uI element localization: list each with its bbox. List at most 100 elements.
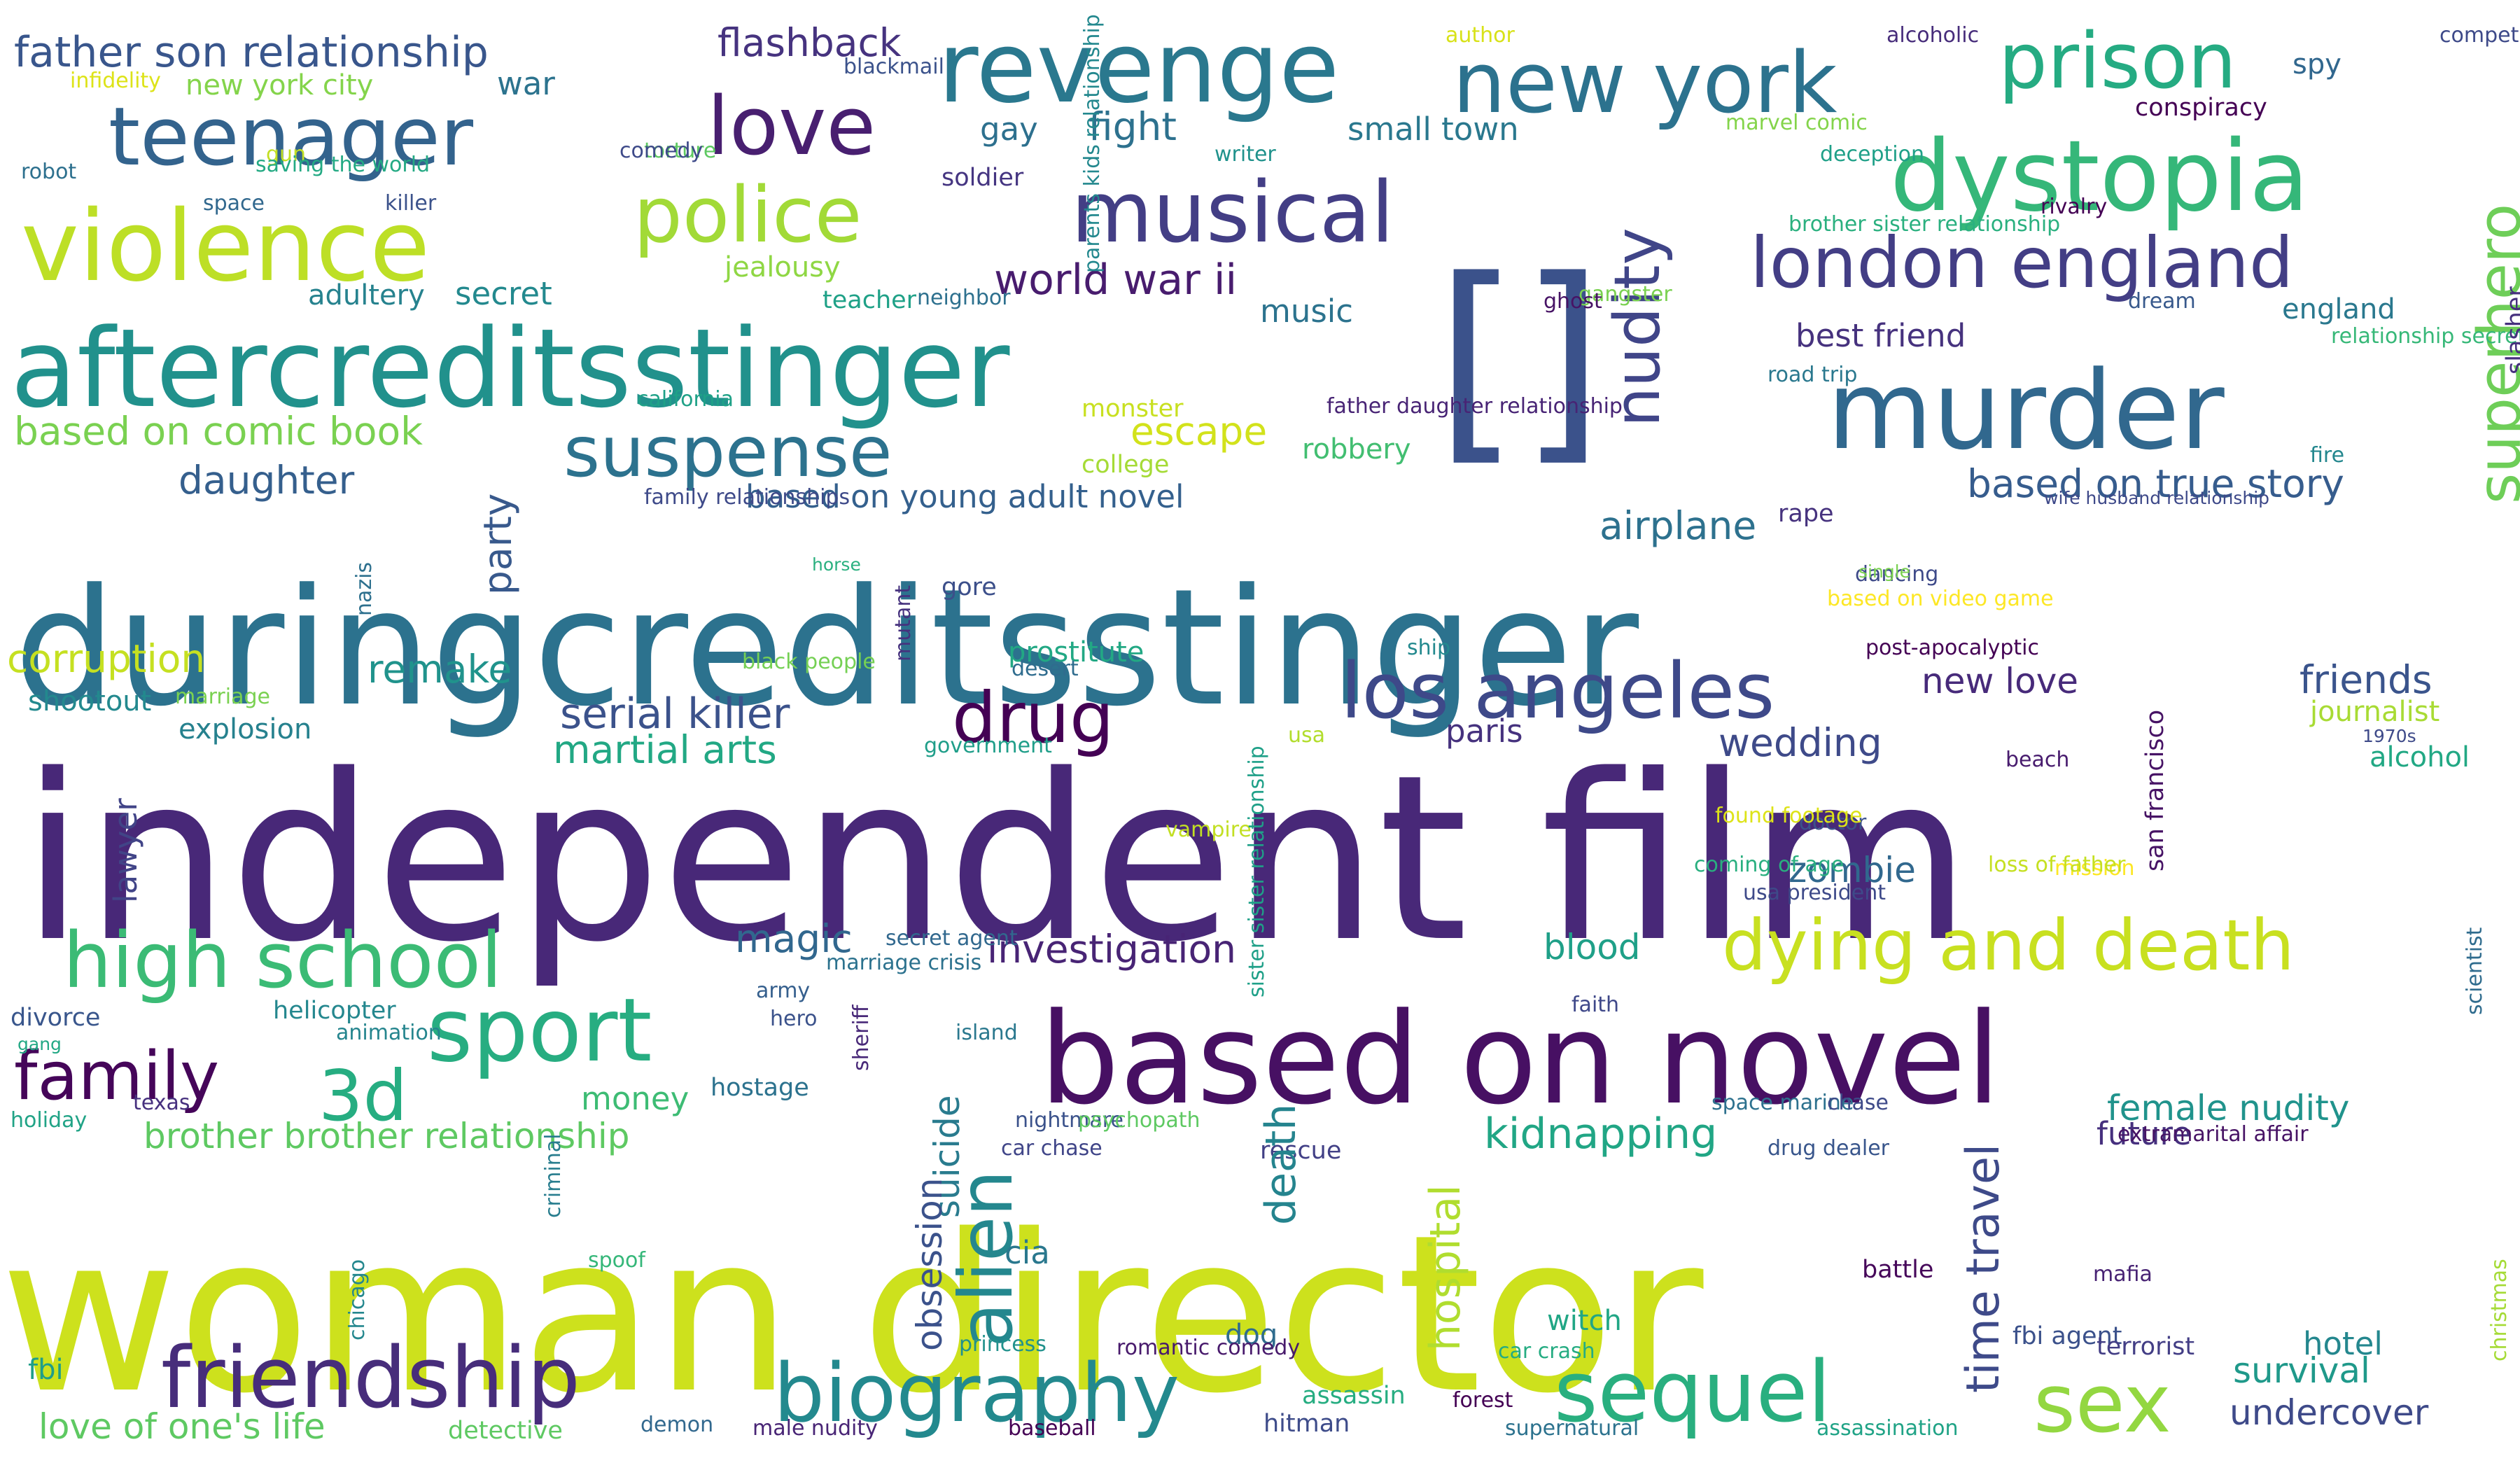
word-dream: dream: [2128, 289, 2196, 314]
word-doctor: doctor: [1799, 811, 1867, 835]
word-hero: hero: [770, 1007, 818, 1031]
word-coming-of-age: coming of age: [1694, 853, 1844, 877]
word-car-crash: car crash: [1498, 1339, 1595, 1364]
word-journalist: journalist: [2309, 696, 2440, 728]
word-monster: monster: [1082, 395, 1184, 423]
word-torture: torture: [644, 139, 716, 163]
word-airplane: airplane: [1600, 503, 1756, 548]
word-nazis: nazis: [352, 562, 377, 616]
word-based-on-young-adult-novel: based on young adult novel: [746, 478, 1184, 515]
word-divorce: divorce: [10, 1004, 100, 1032]
word-love: love: [707, 80, 876, 174]
word-wife-husband-relationship: wife husband relationship: [2044, 488, 2269, 508]
word-serial-killer: serial killer: [560, 690, 790, 738]
word-nightmare: nightmare: [1015, 1108, 1124, 1133]
word-sport: sport: [427, 980, 652, 1082]
word-aftercreditsstinger: aftercreditsstinger: [10, 305, 1010, 432]
word-teenager: teenager: [108, 90, 474, 184]
word-rape: rape: [1778, 500, 1834, 528]
word-horse: horse: [812, 554, 861, 575]
word-chicago: chicago: [345, 1259, 370, 1340]
word-battle: battle: [1862, 1256, 1933, 1284]
word-remake: remake: [368, 647, 512, 692]
word-zombie: zombie: [1788, 850, 1916, 890]
word-sequel: sequel: [1554, 1344, 1831, 1441]
word-extramarital-affair: extramarital affair: [2118, 1122, 2309, 1147]
word-fbi: fbi: [28, 1354, 64, 1386]
word-dying-and-death: dying and death: [1722, 904, 2295, 986]
word-murder: murder: [1827, 347, 2225, 474]
word-duringcreditsstinger: duringcreditsstinger: [14, 555, 1639, 742]
word-gangster: gangster: [1578, 282, 1672, 307]
word-alcohol: alcohol: [2370, 741, 2470, 774]
word-friendship: friendship: [161, 1330, 580, 1427]
word-musical: musical: [1071, 164, 1394, 262]
word-helicopter: helicopter: [273, 997, 396, 1025]
word-magic: magic: [735, 916, 853, 961]
word-death: death: [1256, 1104, 1306, 1225]
word-father-son-relationship: father son relationship: [14, 28, 489, 77]
word-car-chase: car chase: [1001, 1136, 1102, 1161]
word-prostitute: prostitute: [1008, 636, 1144, 668]
word-female-nudity: female nudity: [2107, 1088, 2349, 1128]
word-escape: escape: [1130, 409, 1267, 454]
word-supernatural: supernatural: [1505, 1416, 1639, 1441]
word-rescue: rescue: [1260, 1137, 1341, 1165]
word-california: california: [637, 387, 734, 412]
word-desert: desert: [1011, 657, 1079, 681]
word-dog: dog: [1225, 1319, 1278, 1351]
word-princess: princess: [959, 1332, 1046, 1357]
word-assassin: assassin: [1302, 1382, 1406, 1410]
word-marvel-comic: marvel comic: [1726, 111, 1868, 135]
word-killer: killer: [385, 191, 437, 216]
word-spy: spy: [2292, 48, 2342, 80]
word-money: money: [581, 1080, 689, 1117]
word-criminal: criminal: [541, 1134, 566, 1218]
word-dancing: dancing: [1855, 562, 1938, 587]
word-rivalry: rivalry: [2040, 195, 2107, 219]
word-brackets: []: [1435, 233, 1604, 486]
word-slasher: slasher: [2502, 286, 2520, 374]
word-sister-sister-relationship: sister sister relationship: [1245, 746, 1269, 997]
word-deception: deception: [1820, 142, 1924, 167]
word-fight: fight: [1088, 104, 1177, 149]
word-holiday: holiday: [10, 1108, 87, 1133]
word-time-travel: time travel: [1957, 1144, 2010, 1393]
word-san-francisco: san francisco: [2141, 710, 2169, 872]
word-3d: 3d: [318, 1055, 407, 1137]
word-alcoholic: alcoholic: [1886, 23, 1979, 48]
word-based-on-true-story: based on true story: [1967, 461, 2344, 506]
word-fire: fire: [2310, 443, 2344, 468]
word-college: college: [1082, 451, 1169, 479]
word-marriage: marriage: [175, 685, 270, 709]
word-gang: gang: [18, 1034, 62, 1054]
word-hospital: hospital: [1421, 1184, 1470, 1351]
word-government: government: [924, 734, 1052, 758]
word-soldier: soldier: [941, 164, 1024, 192]
word-daughter: daughter: [178, 458, 355, 503]
word-ghost: ghost: [1544, 289, 1602, 314]
word-martial-arts: martial arts: [553, 727, 777, 772]
word-found-footage: found footage: [1715, 804, 1862, 828]
word-parents-kids-relationship: parents kids relationship: [1080, 14, 1105, 273]
word-future: future: [2096, 1115, 2192, 1152]
word-world-war-ii: world war ii: [994, 255, 1237, 304]
word-mission: mission: [2054, 856, 2135, 881]
word-superhero: superhero: [2465, 204, 2520, 504]
word-army: army: [756, 979, 810, 1003]
word-party: party: [475, 493, 520, 595]
word-robbery: robbery: [1302, 433, 1411, 465]
word-relationship-secret-identity: relationship secret identity: [2331, 324, 2520, 349]
word-biography: biography: [774, 1347, 1180, 1441]
word-war: war: [497, 65, 555, 102]
word-psychopath: psychopath: [1078, 1108, 1200, 1133]
word-fbi-agent: fbi agent: [2012, 1322, 2122, 1350]
word-cia: cia: [1004, 1234, 1050, 1271]
word-jealousy: jealousy: [724, 251, 841, 284]
word-explosion: explosion: [178, 713, 312, 746]
word-secret: secret: [455, 275, 552, 312]
word-violence: violence: [21, 190, 430, 304]
word-mafia: mafia: [2093, 1262, 2152, 1287]
word-faith: faith: [1572, 993, 1619, 1017]
